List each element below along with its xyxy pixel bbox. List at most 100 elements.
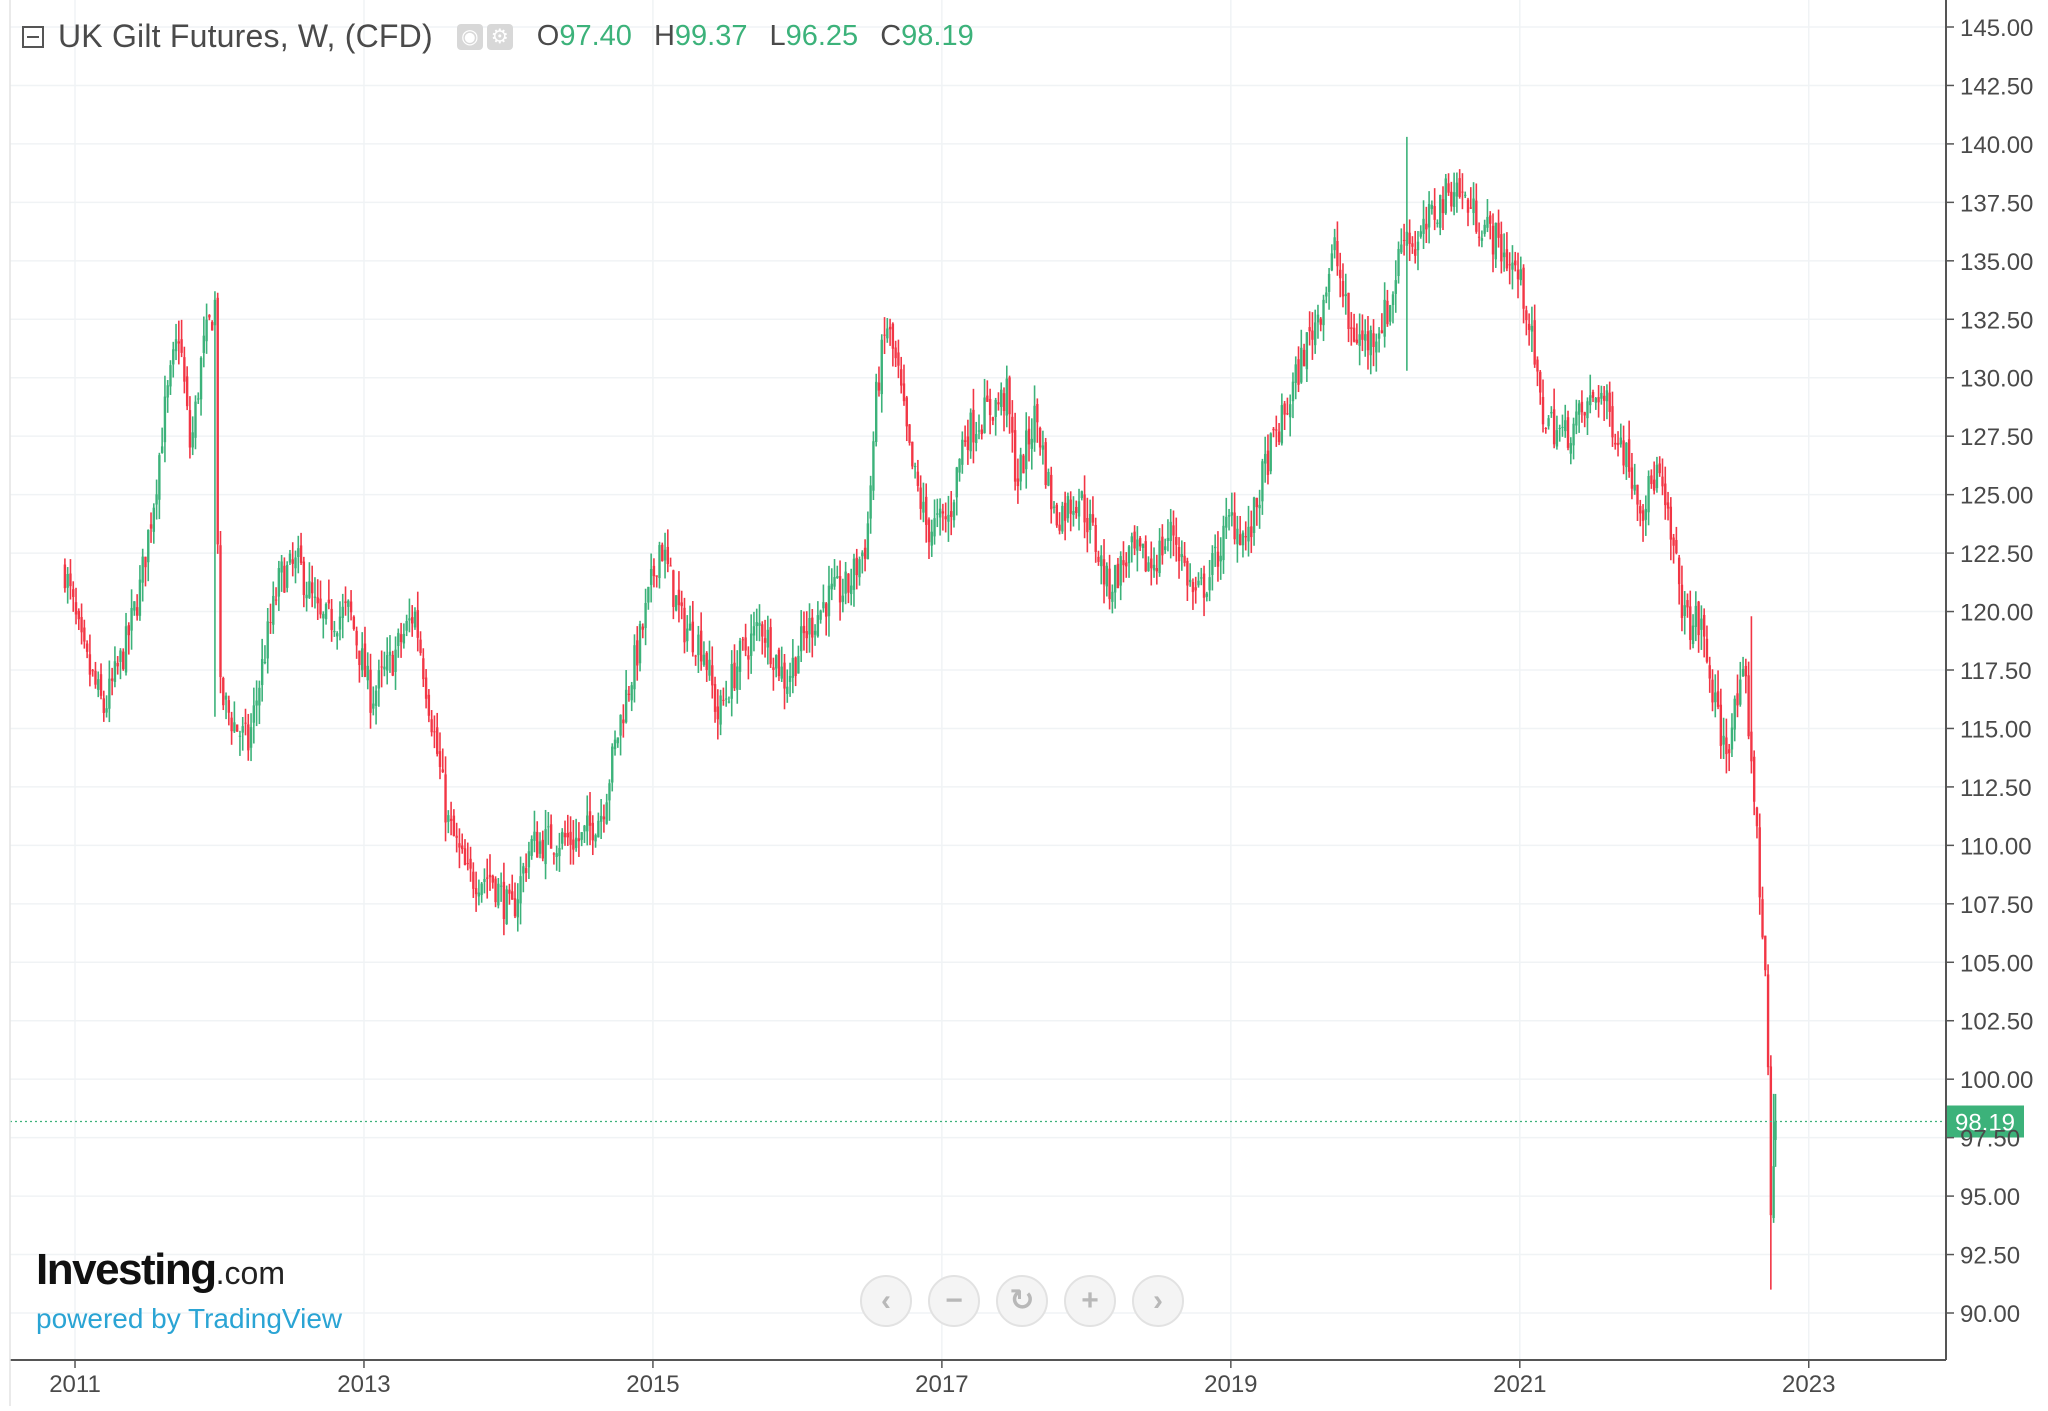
zoom-out-button[interactable]: − — [928, 1275, 980, 1327]
candle-body — [233, 722, 236, 732]
candle-body — [174, 339, 178, 352]
candle-body — [1669, 506, 1673, 540]
candle-body — [85, 643, 89, 652]
reset-button[interactable]: ↻ — [996, 1275, 1048, 1327]
candle-body — [388, 651, 392, 656]
candle-body — [1558, 427, 1561, 429]
scroll-left-button[interactable]: ‹ — [860, 1275, 912, 1327]
candle-body — [1477, 236, 1481, 238]
candle-body — [155, 494, 158, 505]
y-tick-label: 115.00 — [1960, 716, 2032, 743]
candle-body — [1275, 429, 1278, 431]
candle-body — [1205, 593, 1209, 597]
candle-body — [1764, 935, 1767, 971]
collapse-icon[interactable] — [22, 25, 44, 48]
candle-body — [1433, 206, 1436, 220]
candle-body — [185, 376, 189, 407]
candle-body — [335, 633, 339, 637]
candle-body — [1369, 330, 1372, 356]
candle-body — [1758, 827, 1761, 898]
candle-body — [552, 853, 556, 855]
candle-body — [1505, 249, 1509, 269]
open-value: 97.40 — [559, 20, 632, 52]
gear-icon[interactable]: ⚙ — [486, 23, 513, 50]
candle-body — [1497, 222, 1500, 238]
candle-body — [513, 898, 517, 917]
y-tick-label: 127.50 — [1960, 424, 2033, 451]
candle-body — [169, 365, 172, 387]
candle-body — [805, 631, 808, 639]
candle-body — [836, 576, 839, 579]
candle-body — [549, 824, 553, 849]
powered-by-link[interactable]: powered by TradingView — [36, 1303, 343, 1334]
candle-body — [416, 610, 419, 638]
candle-body — [122, 651, 125, 670]
candle-body — [1500, 234, 1503, 262]
candle-body — [997, 402, 1000, 405]
candle-body — [1725, 737, 1728, 755]
candle-body — [1586, 401, 1589, 419]
candle-body — [1736, 693, 1739, 706]
candle-body — [1541, 396, 1545, 425]
candle-body — [1564, 420, 1567, 432]
candle-body — [180, 339, 183, 353]
candle-body — [736, 666, 739, 690]
candle-body — [647, 586, 650, 603]
candle-body — [1288, 404, 1292, 418]
candle-body — [438, 751, 442, 767]
candle-body — [622, 719, 625, 724]
candle-body — [738, 640, 742, 672]
investing-logo[interactable]: Investing.com — [36, 1245, 342, 1295]
candle-body — [497, 883, 500, 906]
candle-body — [491, 875, 494, 883]
candle-body — [1727, 749, 1731, 754]
candle-body — [430, 719, 433, 733]
candle-body — [1636, 484, 1639, 505]
candle-body — [1111, 591, 1114, 602]
candle-body — [399, 634, 403, 643]
candle-body — [1258, 504, 1261, 509]
candle-body — [1572, 423, 1575, 446]
candle-body — [580, 832, 583, 840]
candle-body — [1075, 506, 1078, 514]
candle-body — [1027, 428, 1031, 445]
candle-body — [1119, 556, 1122, 586]
candle-body — [719, 695, 722, 725]
candle-body — [1486, 216, 1489, 228]
candle-body — [1616, 442, 1620, 446]
zoom-in-button[interactable]: + — [1064, 1275, 1116, 1327]
candle-body — [1419, 231, 1422, 237]
candle-body — [1041, 445, 1045, 450]
high-value: 99.37 — [674, 20, 748, 52]
candle-body — [1639, 506, 1642, 514]
candle-body — [277, 568, 281, 597]
candle-body — [838, 576, 842, 603]
candle-body — [1711, 679, 1714, 703]
candle-body — [1416, 241, 1420, 251]
candle-body — [561, 831, 564, 844]
candle-body — [1183, 555, 1186, 563]
candle-body — [972, 409, 975, 443]
x-tick-label: 2017 — [915, 1371, 968, 1398]
candle-body — [149, 524, 153, 529]
scroll-right-button[interactable]: › — [1132, 1275, 1184, 1327]
candle-body — [1305, 332, 1309, 370]
candle-body — [1072, 510, 1075, 515]
x-tick-label: 2019 — [1204, 1371, 1257, 1398]
candle-body — [833, 577, 836, 587]
candle-body — [1180, 554, 1184, 558]
candle-body — [360, 648, 364, 671]
candle-body — [1191, 582, 1195, 593]
candle-body — [1347, 292, 1350, 329]
eye-icon[interactable]: ◉ — [456, 23, 483, 50]
candle-body — [966, 436, 970, 451]
candle-body — [1322, 299, 1325, 326]
candle-body — [458, 843, 461, 848]
candle-body — [783, 662, 786, 689]
candle-body — [516, 899, 519, 918]
candle-body — [369, 669, 372, 713]
close-value: 98.19 — [901, 20, 974, 52]
candle-body — [988, 398, 992, 416]
